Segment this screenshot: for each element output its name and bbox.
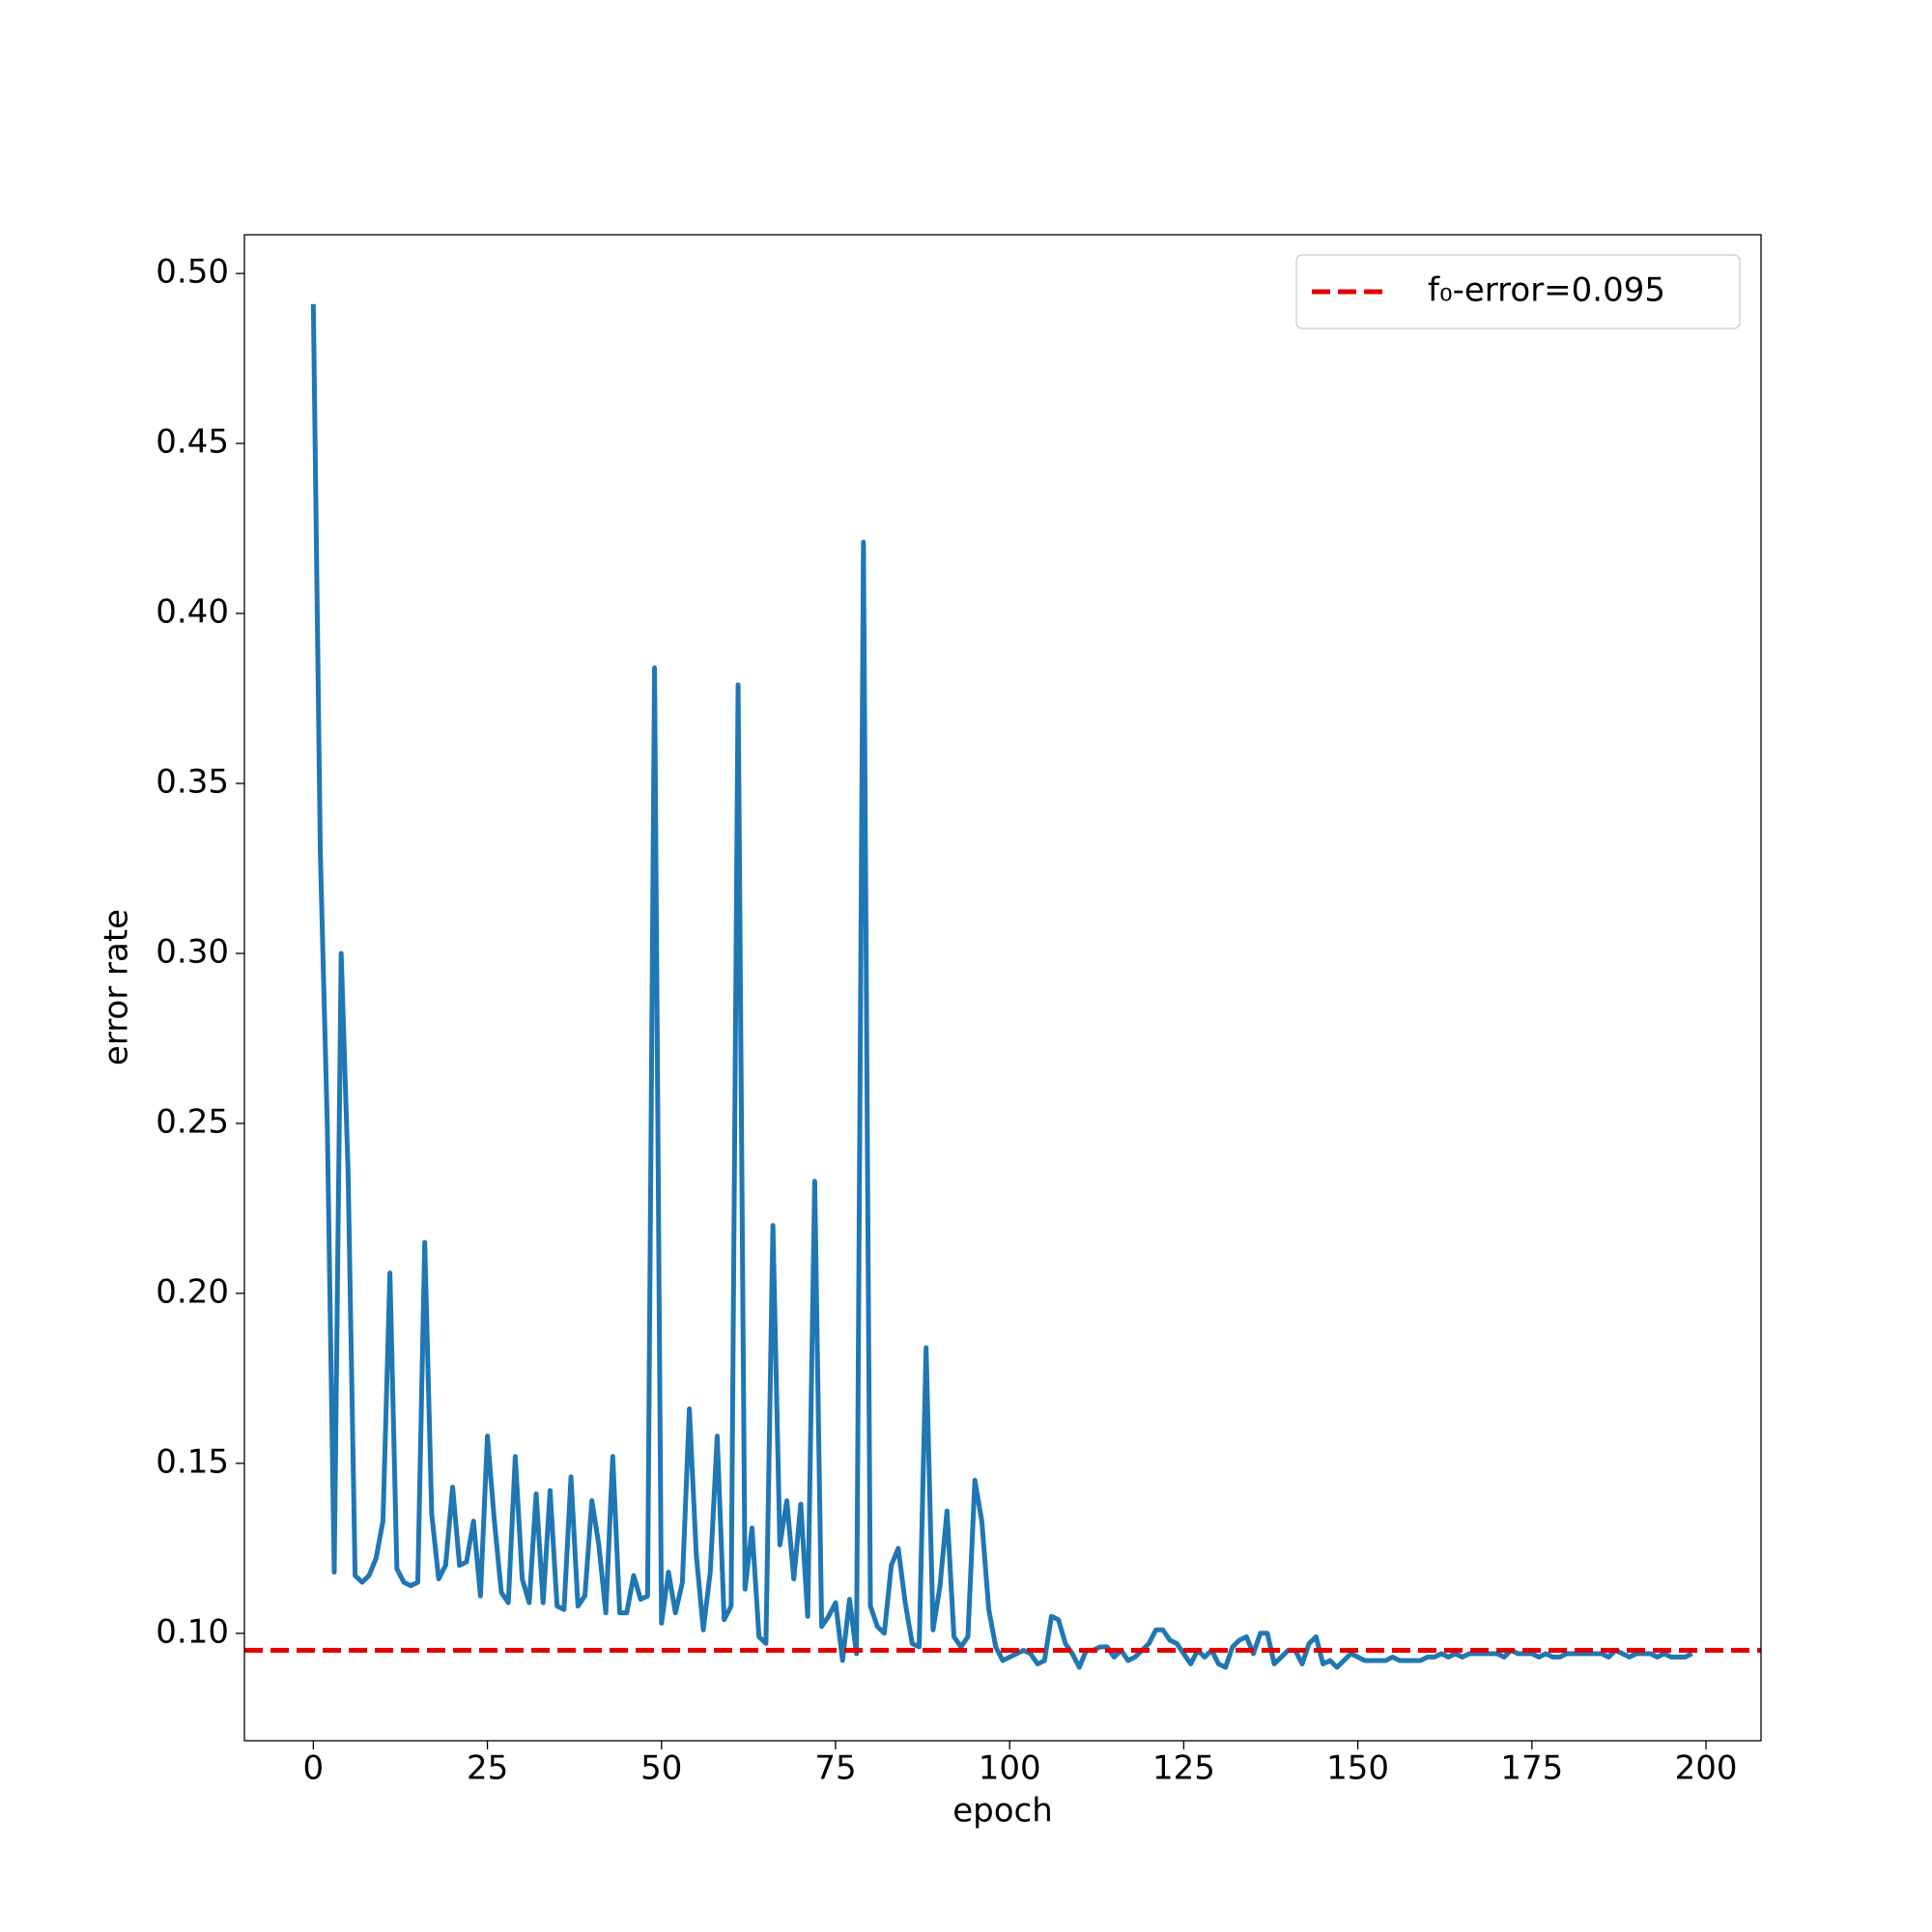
y-tick-label: 0.15 (156, 1442, 229, 1481)
plot-frame (243, 234, 1762, 1742)
x-tick-label: 0 (303, 1749, 325, 1788)
legend-box (1295, 254, 1741, 329)
x-tick-label: 100 (979, 1749, 1041, 1788)
x-tick-label: 200 (1675, 1749, 1738, 1788)
y-tick-label: 0.25 (156, 1102, 229, 1141)
y-tick-label: 0.35 (156, 762, 229, 801)
y-tick-label: 0.45 (156, 423, 229, 462)
x-tick-label: 75 (814, 1749, 856, 1788)
x-tick-label: 150 (1326, 1749, 1389, 1788)
y-tick-label: 0.50 (156, 253, 229, 292)
legend-label: f₀-error=0.095 (1428, 271, 1665, 310)
y-tick-label: 0.40 (156, 593, 229, 632)
x-tick-label: 125 (1152, 1749, 1215, 1788)
y-tick-label: 0.30 (156, 932, 229, 971)
y-tick-label: 0.10 (156, 1612, 229, 1651)
x-tick-label: 175 (1500, 1749, 1563, 1788)
y-tick-label: 0.20 (156, 1272, 229, 1311)
x-tick-label: 25 (467, 1749, 508, 1788)
x-tick-label: 50 (640, 1749, 682, 1788)
x-axis-label: epoch (952, 1792, 1053, 1831)
data-line (310, 303, 1693, 1670)
y-axis-label: error rate (98, 909, 136, 1065)
